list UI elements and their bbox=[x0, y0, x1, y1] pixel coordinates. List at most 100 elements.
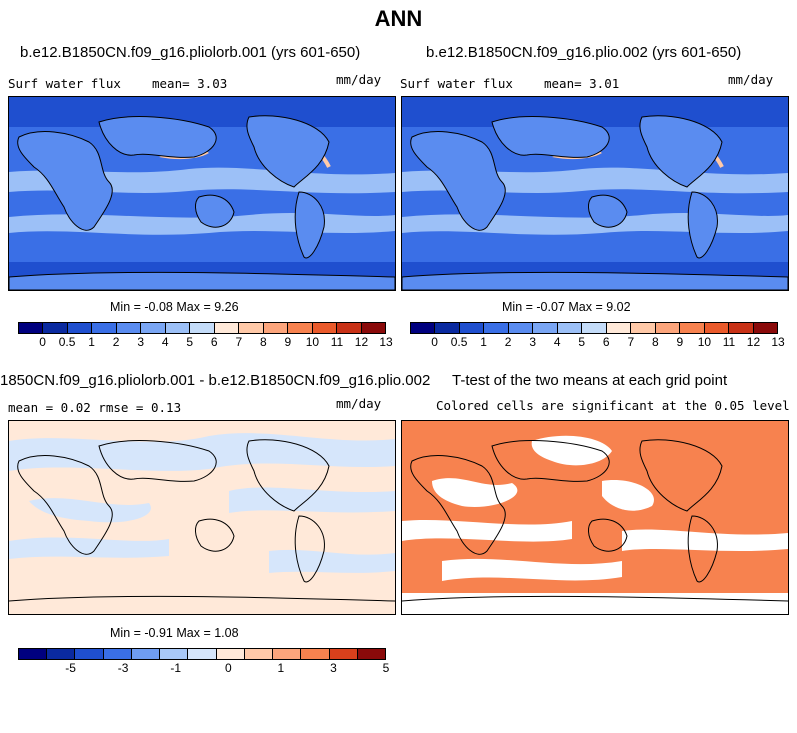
colorbar-abs-right-swatch bbox=[680, 323, 705, 333]
colorbar-abs-right-tick-label: 4 bbox=[553, 335, 561, 349]
colorbar-diff-swatch bbox=[131, 649, 161, 659]
colorbar-abs-left-tick-label: 7 bbox=[235, 335, 243, 349]
panel4-subtitle: Colored cells are significant at the 0.0… bbox=[436, 398, 790, 413]
colorbar-abs-left-ticks: 0 0.5 1 2 3 4 5 6 7 8 9 10 11 12 13 bbox=[18, 335, 392, 349]
colorbar-abs-right-swatch bbox=[508, 323, 534, 333]
colorbar-abs-left-swatch bbox=[239, 323, 264, 333]
colorbar-abs-left-tick-label: 11 bbox=[330, 335, 344, 349]
colorbar-abs-right-tick-label: 12 bbox=[746, 335, 761, 349]
panel1-minmax: Min = -0.08 Max = 9.26 bbox=[110, 300, 239, 314]
continent-outlines bbox=[402, 439, 788, 602]
colorbar-abs-right-tick-label: 11 bbox=[722, 335, 736, 349]
colorbar-diff-tick-label: -3 bbox=[117, 661, 129, 675]
colorbar-abs-right-swatch bbox=[655, 323, 681, 333]
panel2-variable: Surf water flux bbox=[400, 76, 513, 91]
colorbar-abs-left-swatch bbox=[337, 323, 362, 333]
colorbar-abs-right bbox=[410, 322, 778, 334]
continent-outlines bbox=[402, 115, 788, 290]
colorbar-abs-right-swatch bbox=[606, 323, 632, 333]
colorbar-diff-swatch bbox=[75, 649, 104, 659]
colorbar-abs-left-swatch bbox=[190, 323, 215, 333]
colorbar-abs-right-swatch bbox=[411, 323, 436, 333]
colorbar-diff-swatch bbox=[329, 649, 358, 659]
colorbar-diff-swatch bbox=[301, 649, 330, 659]
colorbar-diff-tick-label: 1 bbox=[277, 661, 285, 675]
colorbar-abs-left-swatch bbox=[67, 323, 93, 333]
panel1-mean: mean= 3.03 bbox=[152, 76, 228, 91]
colorbar-abs-right-tick-label: 6 bbox=[602, 335, 610, 349]
colorbar-abs-right-swatch bbox=[753, 323, 778, 333]
flux-map-1 bbox=[9, 97, 395, 290]
map-panel-2 bbox=[401, 96, 789, 291]
panel3-title: 1850CN.f09_g16.pliolorb.001 - b.e12.B185… bbox=[0, 372, 431, 389]
flux-map-2 bbox=[402, 97, 788, 290]
colorbar-diff-swatch bbox=[216, 649, 245, 659]
colorbar-abs-left-tick-label: 12 bbox=[354, 335, 369, 349]
colorbar-abs-right-tick-label: 10 bbox=[697, 335, 712, 349]
colorbar-diff-tick-label: -1 bbox=[170, 661, 182, 675]
ttest-map bbox=[402, 421, 788, 614]
colorbar-abs-left-swatch bbox=[165, 323, 191, 333]
colorbar-diff-ticks: -5 -3 -1 0 1 3 5 bbox=[18, 661, 389, 675]
colorbar-abs-right-tick-label: 7 bbox=[627, 335, 635, 349]
colorbar-abs-left-swatch bbox=[43, 323, 68, 333]
panel4-title: T-test of the two means at each grid poi… bbox=[452, 372, 728, 389]
colorbar-abs-left-swatch bbox=[312, 323, 338, 333]
colorbar-abs-left-tick-label: 0.5 bbox=[58, 335, 76, 349]
colorbar-abs-right-tick-label: 3 bbox=[529, 335, 536, 349]
colorbar-abs-left-swatch bbox=[214, 323, 240, 333]
colorbar-diff bbox=[18, 648, 386, 660]
colorbar-abs-right-tick-label: 1 bbox=[480, 335, 487, 349]
colorbar-abs-left-tick-label: 8 bbox=[259, 335, 267, 349]
colorbar-abs-left-tick-label: 13 bbox=[379, 335, 393, 349]
colorbar-diff-tick-label: -5 bbox=[65, 661, 76, 675]
colorbar-abs-left-swatch bbox=[92, 323, 117, 333]
panel2-mean: mean= 3.01 bbox=[544, 76, 620, 91]
colorbar-abs-right-ticks: 0 0.5 1 2 3 4 5 6 7 8 9 10 11 12 13 bbox=[410, 335, 784, 349]
colorbar-abs-left bbox=[18, 322, 386, 334]
panel2-title: b.e12.B1850CN.f09_g16.plio.002 (yrs 601-… bbox=[426, 44, 742, 61]
panel1-variable: Surf water flux bbox=[8, 76, 121, 91]
map-panel-ttest bbox=[401, 420, 789, 615]
colorbar-diff-tick-label: 0 bbox=[224, 661, 232, 675]
colorbar-abs-right-tick-label: 5 bbox=[578, 335, 586, 349]
colorbar-diff-swatch bbox=[160, 649, 189, 659]
colorbar-abs-right-swatch bbox=[631, 323, 656, 333]
colorbar-diff-tick-label: 3 bbox=[330, 661, 337, 675]
colorbar-abs-left-swatch bbox=[116, 323, 142, 333]
diff-map bbox=[9, 421, 395, 614]
continent-outlines bbox=[9, 115, 395, 290]
colorbar-diff-swatch bbox=[19, 649, 48, 659]
colorbar-diff-swatch bbox=[357, 649, 386, 659]
colorbar-abs-left-swatch bbox=[263, 323, 289, 333]
colorbar-abs-left-swatch bbox=[19, 323, 44, 333]
panel2-units: mm/day bbox=[728, 72, 774, 87]
colorbar-abs-right-swatch bbox=[729, 323, 754, 333]
colorbar-abs-right-swatch bbox=[484, 323, 509, 333]
colorbar-diff-swatch bbox=[47, 649, 76, 659]
panel3-minmax: Min = -0.91 Max = 1.08 bbox=[110, 626, 239, 640]
colorbar-abs-right-tick-label: 2 bbox=[504, 335, 512, 349]
map-panel-diff bbox=[8, 420, 396, 615]
continent-outlines bbox=[9, 439, 395, 602]
map-panel-1 bbox=[8, 96, 396, 291]
colorbar-abs-right-swatch bbox=[557, 323, 583, 333]
colorbar-abs-left-tick-label: 3 bbox=[137, 335, 144, 349]
colorbar-abs-right-swatch bbox=[704, 323, 730, 333]
colorbar-abs-left-tick-label: 0 bbox=[39, 335, 46, 349]
panel3-units: mm/day bbox=[336, 396, 382, 411]
colorbar-abs-left-tick-label: 10 bbox=[305, 335, 320, 349]
colorbar-abs-right-tick-label: 0 bbox=[431, 335, 438, 349]
colorbar-diff-swatch bbox=[244, 649, 274, 659]
colorbar-abs-right-tick-label: 0.5 bbox=[450, 335, 468, 349]
colorbar-abs-right-swatch bbox=[459, 323, 485, 333]
colorbar-abs-left-tick-label: 1 bbox=[88, 335, 95, 349]
colorbar-abs-right-swatch bbox=[435, 323, 460, 333]
colorbar-abs-left-tick-label: 9 bbox=[284, 335, 292, 349]
colorbar-abs-left-tick-label: 5 bbox=[186, 335, 194, 349]
colorbar-abs-left-tick-label: 4 bbox=[161, 335, 169, 349]
panel2-minmax: Min = -0.07 Max = 9.02 bbox=[502, 300, 631, 314]
colorbar-abs-left-tick-label: 6 bbox=[210, 335, 218, 349]
colorbar-abs-right-tick-label: 9 bbox=[676, 335, 684, 349]
colorbar-abs-right-swatch bbox=[533, 323, 558, 333]
